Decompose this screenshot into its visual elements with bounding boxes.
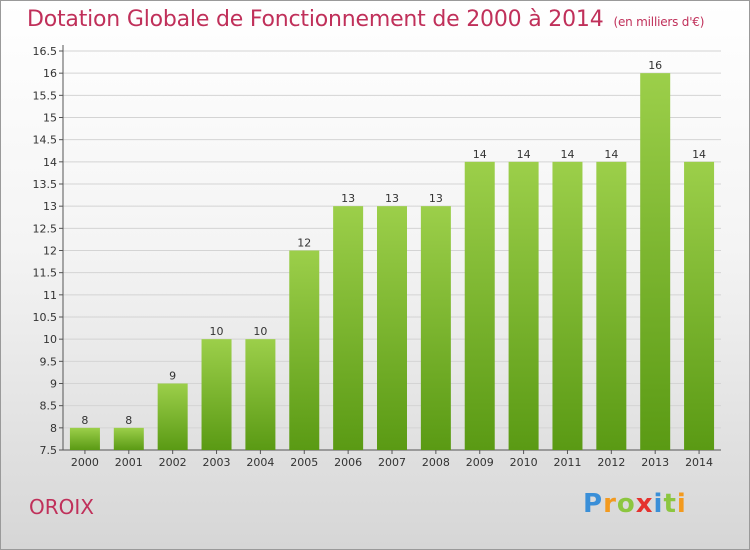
x-tick-label-2002: 2002 [159,456,187,469]
y-tick-label: 8.5 [40,400,58,413]
data-label-2012: 14 [604,148,618,161]
y-tick-label: 9.5 [40,355,58,368]
y-tick-label: 15 [43,112,57,125]
x-tick-label-2001: 2001 [115,456,143,469]
data-label-2002: 9 [169,370,176,383]
x-tick-label-2014: 2014 [685,456,713,469]
bar-2008 [420,206,451,450]
x-tick-label-2011: 2011 [553,456,581,469]
data-label-2000: 8 [81,414,88,427]
data-label-2008: 13 [429,192,443,205]
bar-2003 [201,339,232,450]
y-tick-label: 9 [50,378,57,391]
bar-2001 [113,427,144,450]
bar-2012 [596,161,627,451]
y-tick-label: 13.5 [33,178,58,191]
y-tick-label: 15.5 [33,89,58,102]
x-tick-label-2013: 2013 [641,456,669,469]
y-tick-label: 14 [43,156,57,169]
y-tick-label: 11 [43,289,57,302]
y-tick-label: 16.5 [33,45,58,58]
data-label-2007: 13 [385,192,399,205]
chart-title-text: Dotation Globale de Fonctionnement de 20… [27,7,604,32]
y-tick-label: 10 [43,333,57,346]
bar-2006 [333,206,364,450]
x-tick-label-2008: 2008 [422,456,450,469]
x-tick-label-2006: 2006 [334,456,362,469]
x-tick-label-2000: 2000 [71,456,99,469]
data-label-2003: 10 [210,325,224,338]
bar-2011 [552,161,583,451]
x-tick-label-2005: 2005 [290,456,318,469]
x-tick-label-2004: 2004 [246,456,274,469]
data-label-2006: 13 [341,192,355,205]
data-label-2010: 14 [517,148,531,161]
y-tick-label: 7.5 [40,444,58,457]
x-tick-label-2009: 2009 [466,456,494,469]
bar-2010 [508,161,539,451]
chart-title: Dotation Globale de Fonctionnement de 20… [27,7,704,32]
y-tick-label: 16 [43,67,57,80]
bar-2007 [377,206,407,450]
x-tick-label-2007: 2007 [378,456,406,469]
data-label-2014: 14 [692,148,706,161]
data-label-2009: 14 [473,148,487,161]
x-tick-label-2010: 2010 [510,456,538,469]
y-tick-label: 12 [43,245,57,258]
bar-2002 [157,383,188,450]
axes: 7.5 8 8.5 9 9.5 10 10.5 11 11.5 12 12.5 13 13.5 14 14.… [33,45,721,469]
y-tick-label: 13 [43,200,57,213]
bar-2013 [640,73,671,451]
data-label-2011: 14 [560,148,574,161]
bar-2005 [289,250,320,450]
labels: 8 8 9 10 10 12 13 13 13 14 14 14 14 16 14 [81,59,706,427]
data-label-2005: 12 [297,237,311,250]
chart-subtitle: (en milliers d'€) [613,15,705,29]
y-tick-label: 12.5 [33,222,58,235]
bar-2014 [684,161,715,451]
y-tick-label: 8 [50,422,57,435]
bar-2009 [464,161,495,451]
data-label-2001: 8 [125,414,132,427]
y-tick-label: 11.5 [33,267,58,280]
y-tick-label: 14.5 [33,134,58,147]
bars [69,73,715,451]
proxiti-logo[interactable]: Proxiti [583,489,687,519]
bar-2000 [69,427,100,450]
data-label-2013: 16 [648,59,662,72]
y-tick-label: 10.5 [33,311,58,324]
x-tick-label-2012: 2012 [597,456,625,469]
data-label-2004: 10 [253,325,267,338]
commune-name: OROIX [29,495,94,519]
bar-2004 [245,339,276,450]
x-tick-label-2003: 2003 [203,456,231,469]
